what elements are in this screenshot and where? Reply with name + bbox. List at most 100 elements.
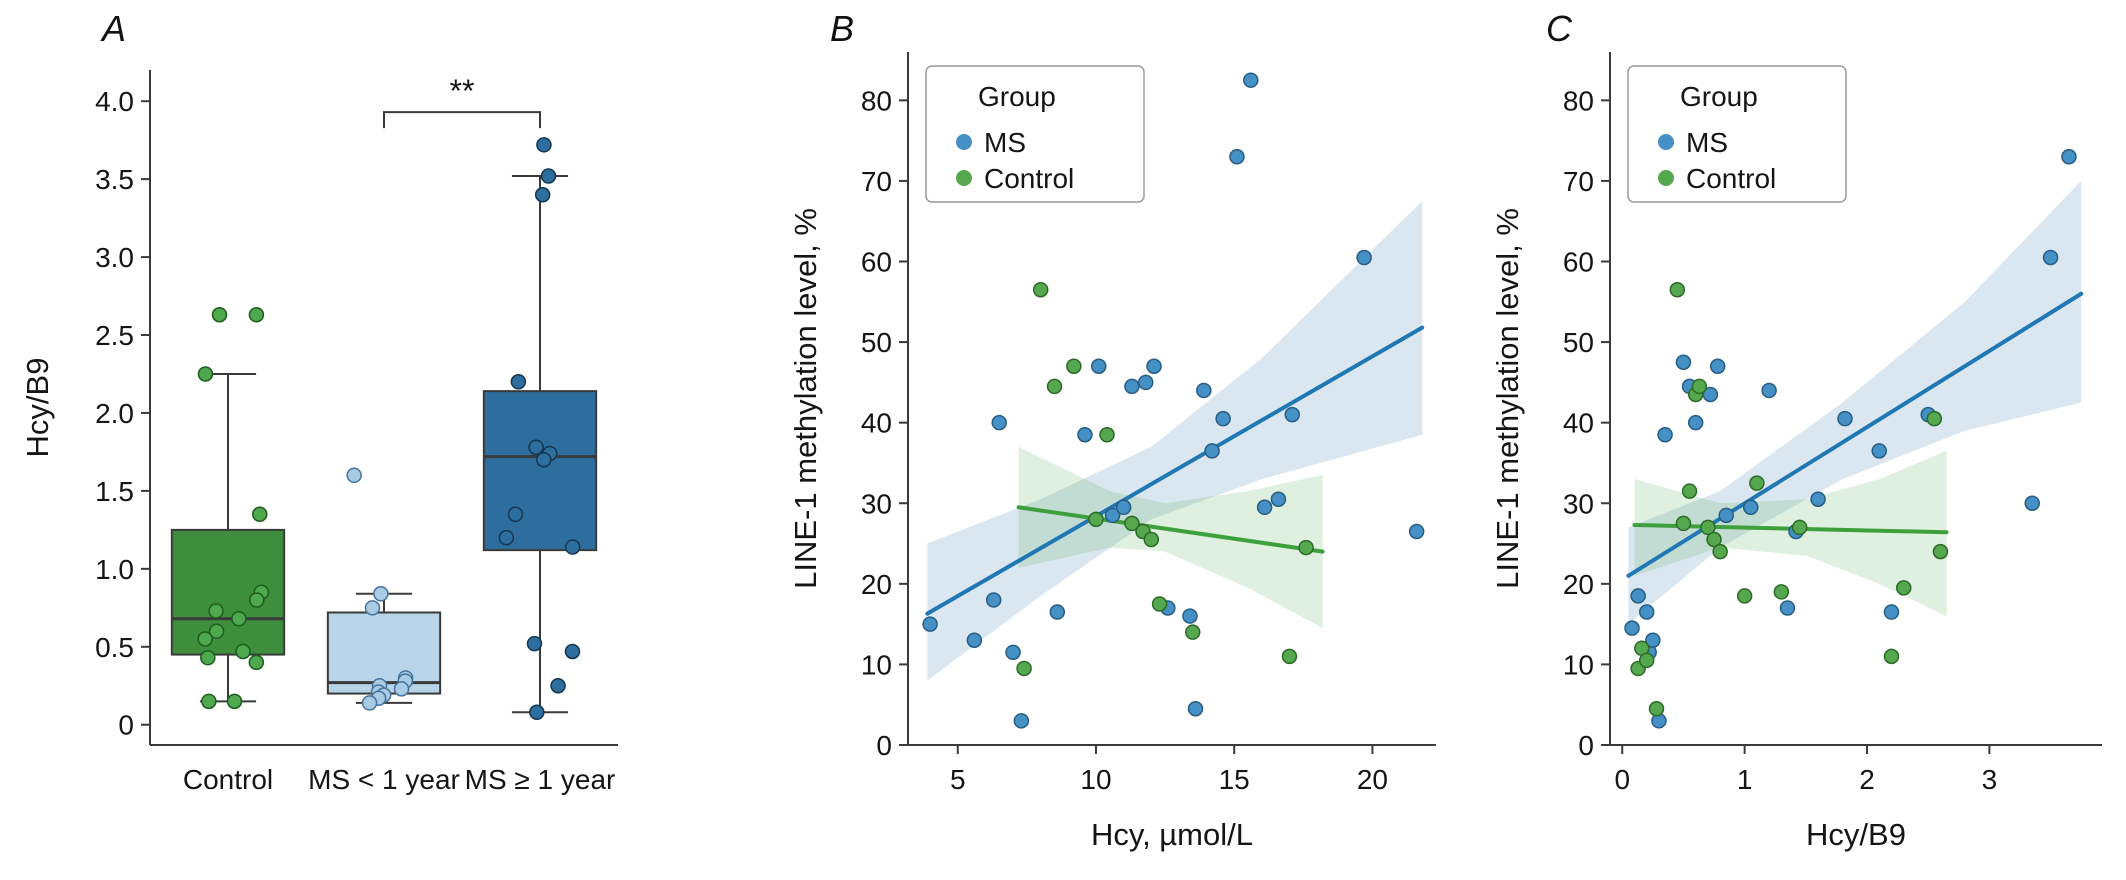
data-point <box>1883 648 1900 665</box>
data-point <box>1749 475 1765 491</box>
data-point <box>1270 491 1287 507</box>
y-axis-label: Hcy/B9 <box>20 358 55 458</box>
data-point <box>208 623 225 639</box>
y-tick-label: 40 <box>1563 408 1594 439</box>
data-point <box>1687 414 1704 431</box>
y-tick-label: 80 <box>1563 85 1594 116</box>
data-point <box>1090 358 1107 375</box>
y-tick-label: 4.0 <box>95 86 134 117</box>
x-tick-label: 5 <box>950 764 966 795</box>
data-point <box>564 643 581 660</box>
data-point <box>1124 378 1140 395</box>
y-tick-label: 70 <box>1563 166 1594 197</box>
y-tick-label: 30 <box>1563 488 1594 519</box>
regression-line <box>1016 505 1325 554</box>
data-point <box>2042 249 2059 266</box>
y-axis-label: LINE-1 methylation level, % <box>1490 208 1525 589</box>
regression-line <box>925 325 1425 616</box>
y-tick-label: 60 <box>1563 247 1594 278</box>
data-point <box>550 678 566 694</box>
category-label: Control <box>183 764 273 795</box>
y-axis-label: LINE-1 methylation level, % <box>788 208 823 589</box>
data-point <box>1779 600 1796 616</box>
data-point <box>1630 588 1646 604</box>
data-point <box>1773 584 1790 600</box>
data-point <box>1016 660 1032 677</box>
y-tick-label: 0 <box>118 710 134 741</box>
data-point <box>1077 427 1093 443</box>
box <box>482 390 598 552</box>
x-tick-label: 10 <box>1080 764 1111 795</box>
data-point <box>540 168 557 184</box>
data-point <box>526 635 543 652</box>
data-point <box>1229 149 1245 165</box>
data-point <box>528 439 544 456</box>
confidence-band <box>1628 180 2082 625</box>
data-point <box>985 592 1002 608</box>
data-point <box>1675 354 1692 370</box>
data-point <box>1066 358 1082 375</box>
data-point <box>235 643 251 660</box>
legend-title: Group <box>1680 81 1758 112</box>
data-point <box>1932 543 1949 560</box>
data-point <box>211 306 228 323</box>
data-point <box>231 610 247 627</box>
data-point <box>1669 281 1686 298</box>
significance-label: ** <box>450 73 475 109</box>
y-tick-label: 30 <box>861 488 892 519</box>
legend-marker <box>956 134 972 150</box>
confidence-band <box>1018 446 1323 629</box>
data-point <box>1032 281 1049 298</box>
data-point <box>966 632 983 648</box>
legend-marker <box>1658 170 1674 186</box>
data-point <box>1709 358 1726 375</box>
data-point <box>1256 499 1273 516</box>
data-point <box>1124 515 1140 532</box>
category-label: MS < 1 year <box>308 764 460 795</box>
data-point <box>249 592 265 608</box>
data-point <box>1356 249 1372 266</box>
data-point <box>1115 499 1132 516</box>
data-point <box>1871 443 1888 459</box>
x-axis-label: Hcy, µmol/L <box>1091 817 1253 852</box>
data-point <box>1700 519 1716 536</box>
data-point <box>1648 700 1665 717</box>
x-tick-label: 3 <box>1982 764 1998 795</box>
legend-title: Group <box>978 81 1056 112</box>
data-point <box>1104 507 1121 524</box>
y-tick-label: 2.5 <box>95 320 134 351</box>
data-point <box>1706 531 1722 548</box>
data-point <box>1143 531 1160 548</box>
data-point <box>1151 596 1168 612</box>
data-point <box>201 693 217 710</box>
y-tick-label: 50 <box>1563 327 1594 358</box>
data-point <box>1645 632 1661 648</box>
data-point <box>197 631 213 647</box>
data-point <box>1638 604 1655 620</box>
legend-marker <box>956 170 972 186</box>
y-tick-label: 50 <box>861 327 892 358</box>
data-point <box>529 704 545 721</box>
panel-a-letter: A <box>102 8 127 49</box>
data-point <box>922 616 938 632</box>
data-point <box>1013 713 1030 729</box>
data-point <box>1146 358 1162 375</box>
data-point <box>1895 580 1912 596</box>
x-tick-label: 15 <box>1219 764 1250 795</box>
data-point <box>1791 519 1808 536</box>
x-tick-label: 1 <box>1737 764 1753 795</box>
data-point <box>373 586 389 602</box>
panel-a-boxplot: A 0 0.5 1.0 1.5 2.0 2.5 3.0 3.5 4.0 Hcy/B9 Control… <box>0 0 640 880</box>
data-point <box>248 306 265 323</box>
y-tick-label: 80 <box>861 85 892 116</box>
y-tick-label: 3.0 <box>95 242 134 273</box>
x-tick-label: 2 <box>1859 764 1875 795</box>
data-point <box>200 649 216 666</box>
data-point <box>1298 539 1314 556</box>
y-tick-label: 0 <box>876 730 892 761</box>
data-point <box>1837 410 1853 427</box>
data-point <box>1691 378 1708 395</box>
data-point <box>1088 511 1104 528</box>
legend-box <box>925 65 1145 203</box>
y-tick-label: 20 <box>1563 569 1594 600</box>
